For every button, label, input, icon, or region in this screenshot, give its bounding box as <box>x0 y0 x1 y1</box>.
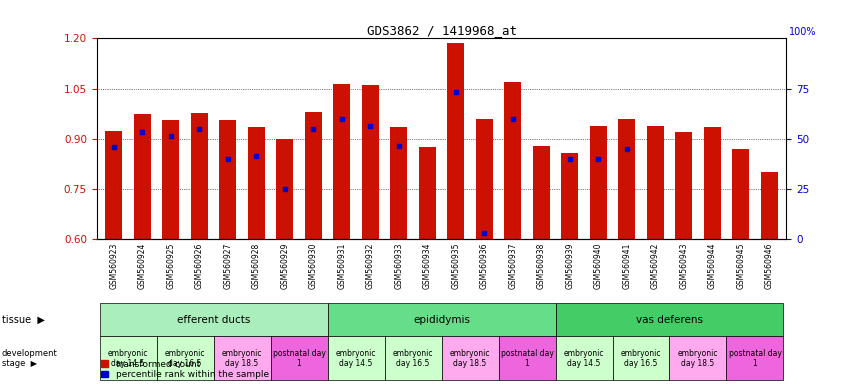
Bar <box>761 172 778 240</box>
Text: postnatal day
1: postnatal day 1 <box>728 349 781 368</box>
Bar <box>727 336 784 380</box>
Text: embryonic
day 18.5: embryonic day 18.5 <box>678 349 718 368</box>
Text: GSM560928: GSM560928 <box>251 243 261 289</box>
Bar <box>362 85 378 240</box>
Text: GSM560937: GSM560937 <box>508 243 517 289</box>
Text: development
stage  ▶: development stage ▶ <box>2 349 57 368</box>
Bar <box>442 336 499 380</box>
Text: embryonic
day 16.5: embryonic day 16.5 <box>393 349 433 368</box>
Bar <box>276 139 294 240</box>
Text: vas deferens: vas deferens <box>636 315 703 325</box>
Text: postnatal day
1: postnatal day 1 <box>500 349 553 368</box>
Bar <box>447 43 464 240</box>
Bar <box>384 336 442 380</box>
Bar <box>505 82 521 240</box>
Bar <box>333 84 351 240</box>
Text: GSM560940: GSM560940 <box>594 243 603 289</box>
Text: GSM560932: GSM560932 <box>366 243 375 289</box>
Bar <box>499 336 556 380</box>
Bar <box>134 114 151 240</box>
Bar <box>733 149 749 240</box>
Text: embryonic
day 14.5: embryonic day 14.5 <box>108 349 148 368</box>
Text: GSM560935: GSM560935 <box>452 243 460 289</box>
Legend: transformed count, percentile rank within the sample: transformed count, percentile rank withi… <box>101 360 269 379</box>
Bar <box>476 119 493 240</box>
Bar <box>669 336 727 380</box>
Bar <box>162 121 179 240</box>
Text: embryonic
day 18.5: embryonic day 18.5 <box>222 349 262 368</box>
Text: embryonic
day 14.5: embryonic day 14.5 <box>563 349 604 368</box>
Bar <box>618 119 635 240</box>
Bar <box>704 127 721 240</box>
Text: GSM560924: GSM560924 <box>138 243 147 289</box>
Text: embryonic
day 16.5: embryonic day 16.5 <box>621 349 661 368</box>
Text: GSM560946: GSM560946 <box>764 243 774 289</box>
Bar <box>99 336 156 380</box>
Text: GSM560941: GSM560941 <box>622 243 632 289</box>
Bar <box>214 336 271 380</box>
Text: GSM560942: GSM560942 <box>651 243 659 289</box>
Bar <box>105 131 122 240</box>
Text: GSM560945: GSM560945 <box>736 243 745 289</box>
Text: GSM560930: GSM560930 <box>309 243 318 289</box>
Bar <box>390 127 407 240</box>
Text: GSM560934: GSM560934 <box>423 243 431 289</box>
Text: 100%: 100% <box>789 27 817 37</box>
Bar <box>561 153 579 240</box>
Bar <box>271 336 327 380</box>
Bar <box>220 121 236 240</box>
Bar <box>99 303 327 336</box>
Text: embryonic
day 16.5: embryonic day 16.5 <box>165 349 205 368</box>
Text: tissue  ▶: tissue ▶ <box>2 315 45 325</box>
Text: epididymis: epididymis <box>413 315 470 325</box>
Text: GSM560938: GSM560938 <box>537 243 546 289</box>
Bar <box>419 147 436 240</box>
Bar <box>327 336 384 380</box>
Text: efferent ducts: efferent ducts <box>177 315 251 325</box>
Bar <box>191 113 208 240</box>
Bar <box>248 127 265 240</box>
Bar <box>612 336 669 380</box>
Text: GSM560933: GSM560933 <box>394 243 404 289</box>
Bar <box>304 112 322 240</box>
Bar <box>590 126 607 240</box>
Bar <box>327 303 556 336</box>
Text: GSM560926: GSM560926 <box>195 243 204 289</box>
Bar <box>156 336 214 380</box>
Text: GSM560936: GSM560936 <box>479 243 489 289</box>
Bar <box>556 303 784 336</box>
Bar <box>532 146 550 240</box>
Text: GSM560943: GSM560943 <box>680 243 688 289</box>
Text: GSM560927: GSM560927 <box>224 243 232 289</box>
Title: GDS3862 / 1419968_at: GDS3862 / 1419968_at <box>367 24 516 37</box>
Text: GSM560931: GSM560931 <box>337 243 346 289</box>
Text: GSM560923: GSM560923 <box>109 243 119 289</box>
Text: GSM560944: GSM560944 <box>708 243 717 289</box>
Text: embryonic
day 14.5: embryonic day 14.5 <box>336 349 376 368</box>
Bar <box>556 336 612 380</box>
Text: GSM560925: GSM560925 <box>167 243 175 289</box>
Text: embryonic
day 18.5: embryonic day 18.5 <box>450 349 490 368</box>
Bar <box>647 126 664 240</box>
Bar <box>675 132 692 240</box>
Text: postnatal day
1: postnatal day 1 <box>272 349 325 368</box>
Text: GSM560929: GSM560929 <box>280 243 289 289</box>
Text: GSM560939: GSM560939 <box>565 243 574 289</box>
